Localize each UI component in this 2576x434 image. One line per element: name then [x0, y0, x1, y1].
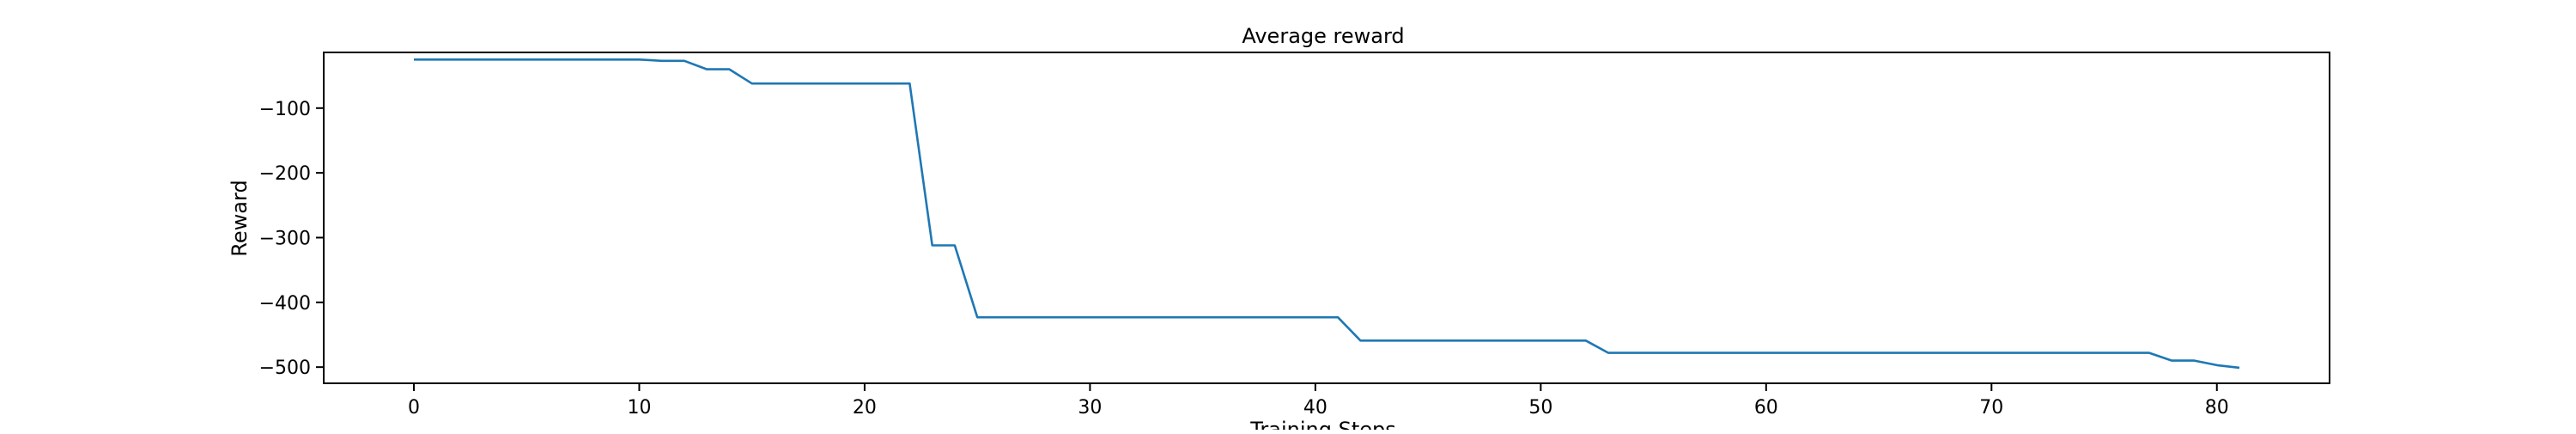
x-tick-label: 40 — [1303, 397, 1327, 419]
x-tick-label: 10 — [627, 397, 651, 419]
y-tick-label: −400 — [259, 293, 311, 315]
x-tick-label: 70 — [1979, 397, 2003, 419]
y-axis-ticks: −100 −200 −300 −400 −500 — [259, 99, 324, 379]
plot-area-frame — [323, 52, 2330, 384]
x-tick-label: 80 — [2205, 397, 2229, 419]
x-axis-ticks: 0 10 20 30 40 50 60 70 80 — [408, 383, 2229, 419]
y-axis-label: Reward — [228, 180, 252, 256]
y-tick-label: −200 — [259, 163, 311, 185]
series-line — [414, 58, 2240, 370]
x-tick-label: 50 — [1528, 397, 1552, 419]
x-tick-label: 0 — [408, 397, 420, 419]
x-tick-label: 30 — [1078, 397, 1102, 419]
chart-title: Average reward — [1242, 24, 1404, 48]
x-axis-label: Training Steps — [1249, 418, 1395, 430]
y-tick-label: −100 — [259, 99, 311, 120]
x-tick-label: 60 — [1754, 397, 1778, 419]
x-tick-label: 20 — [853, 397, 877, 419]
y-tick-label: −500 — [259, 358, 311, 379]
y-tick-label: −300 — [259, 228, 311, 249]
